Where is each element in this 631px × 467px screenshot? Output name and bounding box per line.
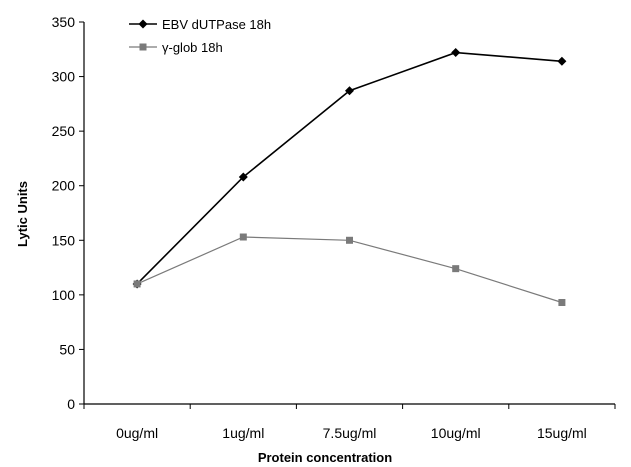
diamond-marker <box>557 56 567 66</box>
diamond-marker <box>345 86 354 96</box>
series-2 <box>133 233 566 306</box>
series-line <box>136 236 563 304</box>
y-axis-ticks: 0 50 100 150 200 250 300 350 <box>52 14 84 412</box>
square-marker <box>558 298 566 306</box>
legend-label: EBV dUTPase 18h <box>162 17 271 32</box>
y-tick-label: 100 <box>52 287 76 303</box>
diamond-marker <box>138 19 148 29</box>
y-axis-title: Lytic Units <box>15 181 30 247</box>
square-marker <box>346 236 353 244</box>
y-tick-label: 350 <box>52 14 76 30</box>
y-tick-label: 250 <box>52 123 76 139</box>
x-tick-label: 0ug/ml <box>116 425 158 441</box>
square-marker <box>133 280 141 288</box>
diamond-marker <box>451 48 461 58</box>
axes <box>83 22 615 405</box>
x-axis-title: Protein concentration <box>258 450 392 465</box>
series-layer <box>132 48 567 306</box>
diamond-marker <box>238 172 248 182</box>
legend: EBV dUTPase 18h γ-glob 18h <box>129 17 271 55</box>
y-tick-label: 50 <box>59 341 75 357</box>
square-marker <box>139 43 147 51</box>
y-tick-label: 200 <box>52 178 76 194</box>
x-tick-label: 10ug/ml <box>431 425 481 441</box>
x-tick-label: 15ug/ml <box>537 425 587 441</box>
x-axis-ticks: 0ug/ml 1ug/ml 7.5ug/ml 10ug/ml 15ug/ml <box>83 404 616 441</box>
series-1 <box>132 48 567 289</box>
square-marker <box>452 265 460 273</box>
square-marker <box>239 233 247 241</box>
x-tick-label: 1ug/ml <box>222 425 264 441</box>
legend-label: γ-glob 18h <box>162 40 223 55</box>
x-tick-label: 7.5ug/ml <box>323 425 377 441</box>
y-tick-label: 300 <box>52 69 76 85</box>
y-tick-label: 150 <box>52 232 76 248</box>
y-tick-label: 0 <box>67 396 75 412</box>
